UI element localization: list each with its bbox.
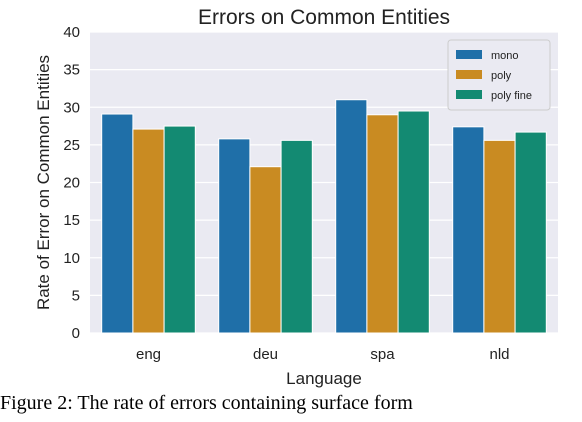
bar-deu-poly-fine [280,139,313,334]
bar-chart: 0 5 10 15 20 25 30 35 40 eng deu spa nld Errors on … [34,6,558,388]
y-tick-label: 15 [63,212,80,229]
bars [101,99,547,334]
y-tick-label: 20 [63,175,80,192]
y-axis-label: Rate of Error on Common Entities [34,55,53,310]
y-tick-label: 30 [63,99,80,116]
chart-title: Errors on Common Entities [198,6,450,29]
legend-swatch [456,50,482,59]
bar-nld-poly [483,139,516,334]
legend-swatch [456,90,482,99]
legend-swatch [456,70,482,79]
bar-eng-poly-fine [163,125,196,334]
legend: mono poly poly fine [447,39,551,111]
bar-spa-mono [335,99,368,334]
x-tick-labels: eng deu spa nld [136,346,510,363]
y-tick-label: 35 [63,62,80,79]
legend-label: mono [491,50,519,62]
bar-eng-mono [101,113,134,334]
legend-label: poly [491,70,512,82]
bar-deu-mono [218,138,251,334]
y-tick-label: 25 [63,137,80,154]
y-tick-label: 10 [63,250,80,267]
y-tick-label: 5 [72,287,80,304]
x-axis-label: Language [286,369,362,388]
x-tick-label: nld [489,346,509,363]
bar-deu-poly [249,166,282,334]
y-tick-labels: 0 5 10 15 20 25 30 35 40 [63,24,80,342]
bar-spa-poly [366,114,399,334]
bar-nld-mono [452,126,485,334]
y-tick-label: 40 [63,24,80,41]
bar-eng-poly [132,128,165,334]
bar-nld-poly-fine [514,131,547,334]
bar-spa-poly-fine [397,110,430,334]
x-tick-label: spa [370,346,395,363]
x-tick-label: deu [253,346,278,363]
y-tick-label: 0 [72,325,80,342]
x-tick-label: eng [136,346,161,363]
legend-label: poly fine [491,90,532,102]
figure-caption: Figure 2: The rate of errors containing … [0,392,413,414]
